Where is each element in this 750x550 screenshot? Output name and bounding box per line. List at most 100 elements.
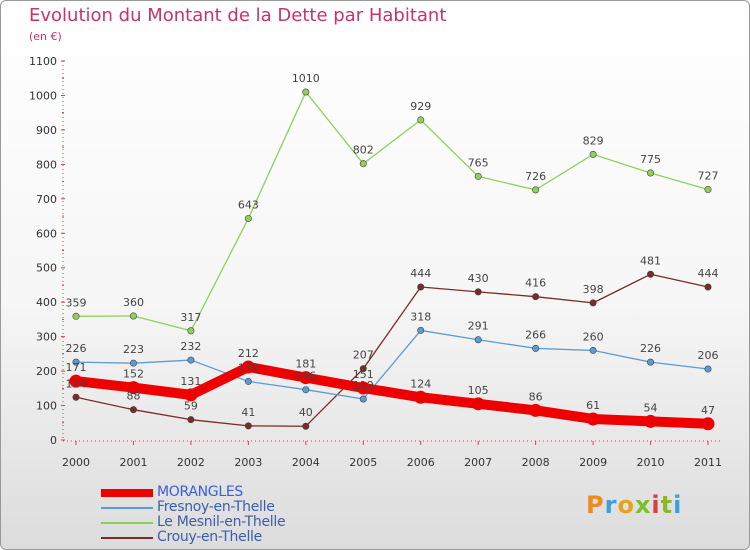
data-point — [244, 214, 252, 222]
data-point — [302, 386, 310, 394]
data-label: 260 — [583, 330, 604, 343]
data-point — [704, 365, 712, 373]
y-tick-label: 200 — [36, 365, 57, 378]
data-label: 47 — [701, 404, 715, 417]
legend-label: Crouy-en-Thelle — [157, 529, 262, 545]
data-label: 59 — [184, 400, 198, 413]
x-tick-label: 2011 — [694, 456, 722, 469]
data-point — [644, 414, 658, 428]
data-label: 151 — [353, 368, 374, 381]
data-point — [474, 288, 482, 296]
data-point — [241, 360, 255, 374]
data-point — [72, 358, 80, 366]
legend-swatch — [101, 489, 153, 497]
series-line — [75, 273, 709, 427]
data-point — [586, 412, 600, 426]
data-label: 929 — [410, 100, 431, 113]
data-point — [704, 186, 712, 194]
data-label: 232 — [180, 340, 201, 353]
data-point — [72, 312, 80, 320]
data-point — [302, 422, 310, 430]
data-point — [529, 403, 543, 417]
legend-label: MORANGLES — [157, 484, 243, 500]
data-label: 802 — [353, 144, 374, 157]
data-point — [299, 371, 313, 385]
data-point — [129, 312, 137, 320]
y-tick-label: 800 — [36, 158, 57, 171]
data-label: 88 — [126, 390, 140, 403]
data-point — [532, 293, 540, 301]
data-label: 398 — [583, 283, 604, 296]
data-label: 212 — [238, 347, 259, 360]
data-point — [184, 388, 198, 402]
data-point — [129, 359, 137, 367]
logo-letter: i — [651, 491, 661, 519]
data-label: 318 — [410, 310, 431, 323]
series-line — [75, 91, 709, 332]
data-label: 775 — [640, 153, 661, 166]
legend-swatch — [101, 522, 153, 524]
y-tick-label: 1100 — [29, 55, 57, 68]
data-point — [417, 283, 425, 291]
data-label: 171 — [66, 361, 87, 374]
data-label: 444 — [698, 267, 719, 280]
data-label: 40 — [299, 406, 313, 419]
data-point — [72, 393, 80, 401]
data-point — [532, 186, 540, 194]
data-label: 643 — [238, 198, 259, 211]
x-tick-label: 2003 — [234, 456, 262, 469]
logo-letter: i — [673, 491, 683, 519]
data-point — [647, 358, 655, 366]
x-tick-label: 2007 — [464, 456, 492, 469]
data-point — [356, 381, 370, 395]
y-tick-label: 900 — [36, 124, 57, 137]
data-point — [532, 344, 540, 352]
data-label: 131 — [180, 375, 201, 388]
x-tick-label: 2000 — [62, 456, 90, 469]
logo-letter: o — [617, 491, 635, 519]
data-label: 54 — [644, 401, 658, 414]
data-point — [647, 169, 655, 177]
data-label: 86 — [529, 390, 543, 403]
series-line — [71, 361, 713, 429]
y-tick-label: 700 — [36, 193, 57, 206]
data-label: 726 — [525, 170, 546, 183]
data-point — [474, 336, 482, 344]
chart-title: Evolution du Montant de la Dette par Hab… — [29, 5, 447, 26]
data-point — [244, 377, 252, 385]
logo-letter: P — [586, 491, 605, 519]
legend-label: Fresnoy-en-Thelle — [157, 499, 275, 515]
data-point — [126, 381, 140, 395]
data-label: 765 — [468, 156, 489, 169]
data-label: 146 — [295, 370, 316, 383]
x-tick-label: 2006 — [407, 456, 435, 469]
x-tick-label: 2004 — [292, 456, 320, 469]
data-label: 1010 — [292, 72, 320, 85]
x-tick-label: 2002 — [177, 456, 205, 469]
data-label: 206 — [698, 349, 719, 362]
data-label: 727 — [698, 170, 719, 183]
data-label: 105 — [468, 384, 489, 397]
legend-label: Le Mesnil-en-Thelle — [157, 514, 286, 530]
series-line — [75, 329, 709, 400]
data-label: 360 — [123, 296, 144, 309]
logo-letter: t — [660, 491, 674, 519]
data-point — [701, 417, 715, 431]
y-tick-label: 1000 — [29, 89, 57, 102]
data-point — [471, 397, 485, 411]
y-tick-label: 300 — [36, 331, 57, 344]
data-label: 291 — [468, 320, 489, 333]
data-label: 416 — [525, 277, 546, 290]
data-point — [704, 283, 712, 291]
data-label: 359 — [66, 296, 87, 309]
data-point — [129, 406, 137, 414]
data-label: 170 — [238, 361, 259, 374]
data-point — [589, 150, 597, 158]
data-point — [589, 299, 597, 307]
data-point — [417, 326, 425, 334]
data-label: 481 — [640, 254, 661, 267]
data-label: 444 — [410, 267, 431, 280]
data-label: 430 — [468, 272, 489, 285]
data-label: 266 — [525, 328, 546, 341]
